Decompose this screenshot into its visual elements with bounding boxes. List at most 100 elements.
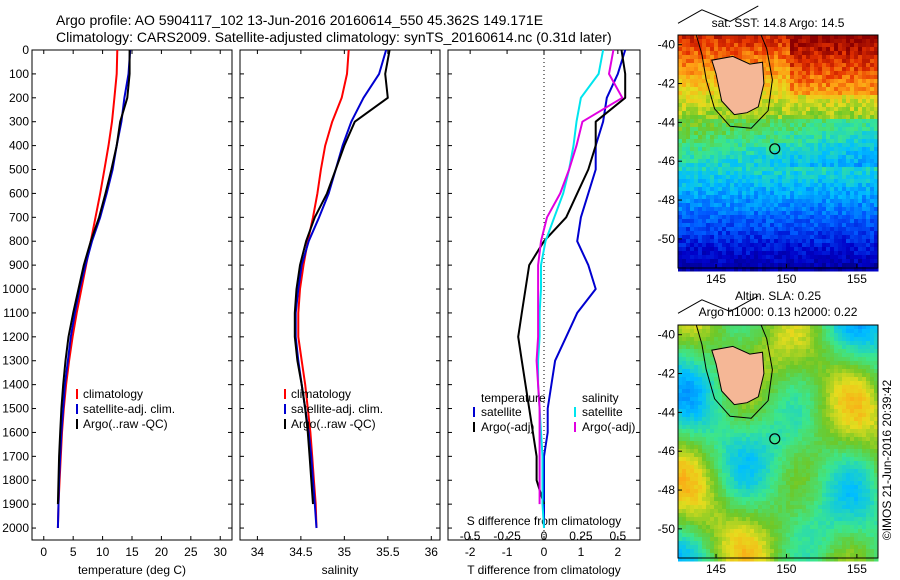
map-cell bbox=[690, 345, 695, 350]
map-cell bbox=[754, 349, 759, 354]
map-cell bbox=[854, 247, 859, 252]
map-cell bbox=[678, 373, 683, 378]
map-cell bbox=[814, 83, 819, 88]
map-cell bbox=[778, 267, 783, 272]
map-cell bbox=[834, 47, 839, 52]
map-cell bbox=[826, 67, 831, 72]
map-cell bbox=[790, 345, 795, 350]
map-cell bbox=[822, 75, 827, 80]
map-cell bbox=[842, 87, 847, 92]
x-tick-label: 36 bbox=[425, 545, 439, 559]
map-cell bbox=[706, 183, 711, 188]
map-cell bbox=[818, 79, 823, 84]
map-cell bbox=[834, 123, 839, 128]
map-cell bbox=[842, 199, 847, 204]
map-cell bbox=[710, 107, 715, 112]
map-cell bbox=[810, 457, 815, 462]
map-cell bbox=[730, 51, 735, 56]
map-cell bbox=[810, 325, 815, 330]
map-cell bbox=[762, 325, 767, 330]
map-cell bbox=[750, 59, 755, 64]
map-cell bbox=[818, 43, 823, 48]
map-cell bbox=[702, 199, 707, 204]
map-cell bbox=[746, 39, 751, 44]
map-cell bbox=[850, 409, 855, 414]
map-cell bbox=[682, 255, 687, 260]
map-cell bbox=[838, 91, 843, 96]
map-cell bbox=[866, 43, 871, 48]
map-cell bbox=[770, 259, 775, 264]
map-cell bbox=[838, 405, 843, 410]
map-cell bbox=[762, 131, 767, 136]
map-cell bbox=[746, 151, 751, 156]
map-cell bbox=[686, 385, 691, 390]
map-cell bbox=[738, 51, 743, 56]
map-cell bbox=[834, 207, 839, 212]
map-cell bbox=[846, 211, 851, 216]
map-cell bbox=[818, 445, 823, 450]
map-cell bbox=[870, 207, 875, 212]
map-cell bbox=[678, 223, 683, 228]
map-cell bbox=[774, 83, 779, 88]
map-cell bbox=[786, 389, 791, 394]
map-cell bbox=[758, 227, 763, 232]
map-cell bbox=[682, 143, 687, 148]
map-cell bbox=[870, 91, 875, 96]
map-cell bbox=[714, 385, 719, 390]
series-argo-raw-qc- bbox=[56, 50, 131, 505]
map-cell bbox=[866, 119, 871, 124]
map-cell bbox=[858, 143, 863, 148]
map-cell bbox=[830, 83, 835, 88]
map-cell bbox=[762, 445, 767, 450]
map-cell bbox=[770, 329, 775, 334]
map-cell bbox=[730, 329, 735, 334]
map-cell bbox=[802, 87, 807, 92]
map-cell bbox=[694, 199, 699, 204]
map-cell bbox=[702, 143, 707, 148]
map-cell bbox=[790, 405, 795, 410]
map-cell bbox=[858, 247, 863, 252]
map-cell bbox=[802, 71, 807, 76]
map-cell bbox=[686, 203, 691, 208]
map-cell bbox=[810, 47, 815, 52]
map-cell bbox=[798, 417, 803, 422]
map-cell bbox=[862, 353, 867, 358]
map-cell bbox=[798, 79, 803, 84]
map-cell bbox=[754, 47, 759, 52]
map-cell bbox=[838, 99, 843, 104]
map-cell bbox=[742, 207, 747, 212]
map-cell bbox=[830, 449, 835, 454]
map-pixels bbox=[678, 35, 879, 272]
map-cell bbox=[810, 67, 815, 72]
map-cell bbox=[838, 381, 843, 386]
map-cell bbox=[822, 337, 827, 342]
map-cell bbox=[870, 79, 875, 84]
map-cell bbox=[678, 413, 683, 418]
x2-tick-label: -0.5 bbox=[460, 529, 481, 543]
map-cell bbox=[850, 35, 855, 40]
map-cell bbox=[818, 191, 823, 196]
map-cell bbox=[694, 251, 699, 256]
map-cell bbox=[746, 47, 751, 52]
map-cell bbox=[758, 127, 763, 132]
map-cell bbox=[874, 353, 879, 358]
map-cell bbox=[746, 457, 751, 462]
map-cell bbox=[818, 71, 823, 76]
map-cell bbox=[774, 329, 779, 334]
map-cell bbox=[802, 361, 807, 366]
map-cell bbox=[686, 329, 691, 334]
map-cell bbox=[758, 191, 763, 196]
map-cell bbox=[710, 247, 715, 252]
map-cell bbox=[850, 183, 855, 188]
map-cell bbox=[790, 195, 795, 200]
map-cell bbox=[798, 445, 803, 450]
map-cell bbox=[718, 251, 723, 256]
map-cell bbox=[774, 119, 779, 124]
map-cell bbox=[762, 179, 767, 184]
map-cell bbox=[746, 119, 751, 124]
map-cell bbox=[806, 87, 811, 92]
map-cell bbox=[850, 91, 855, 96]
map-cell bbox=[758, 123, 763, 128]
map-cell bbox=[862, 429, 867, 434]
map-cell bbox=[830, 99, 835, 104]
